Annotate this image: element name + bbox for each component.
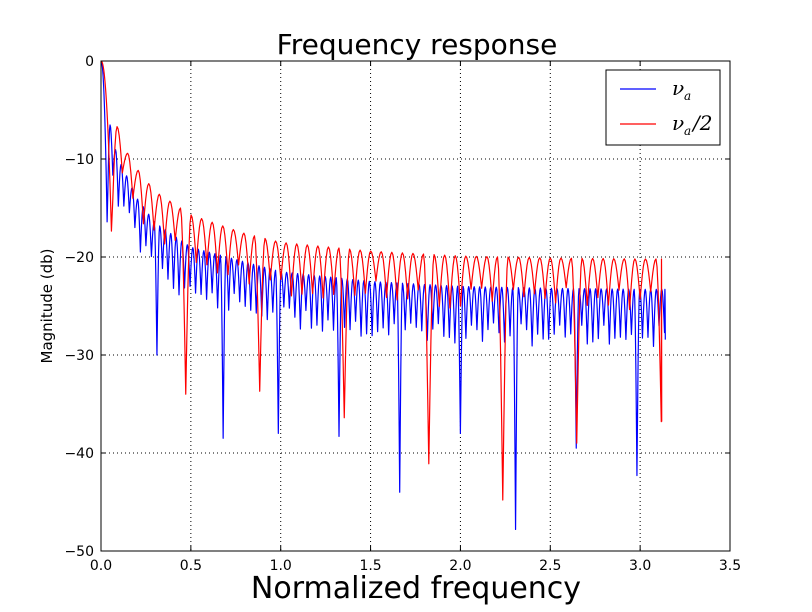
y-tick-label: −10 xyxy=(64,152,94,168)
y-tick-label: 0 xyxy=(85,54,94,70)
x-tick-label: 3.5 xyxy=(719,558,741,574)
y-tick-label: −20 xyxy=(64,250,94,266)
x-axis-label: Normalized frequency xyxy=(251,571,581,606)
x-tick-label: 0.5 xyxy=(180,558,202,574)
legend: ν aν a/2 xyxy=(605,69,721,146)
y-tick-labels: 0 −10 −20 −30 −40 −50 xyxy=(64,54,94,560)
legend-subscript-1: a xyxy=(684,124,691,138)
x-tick-label: 1.0 xyxy=(270,558,292,574)
series-group xyxy=(101,61,666,531)
x-tick-labels: 0.0 0.5 1.0 1.5 2.0 2.5 3.0 3.5 xyxy=(90,558,741,574)
legend-subscript-0: a xyxy=(684,89,691,103)
x-tick-label: 3.0 xyxy=(629,558,651,574)
legend-label-0: ν xyxy=(672,76,684,100)
legend-box xyxy=(605,69,721,146)
y-tick-label: −50 xyxy=(64,544,94,560)
y-tick-label: −40 xyxy=(64,446,94,462)
y-axis-label: Magnitude (db) xyxy=(38,249,56,364)
plot-frame xyxy=(100,60,731,552)
x-tick-label: 0.0 xyxy=(90,558,112,574)
x-tick-label: 2.0 xyxy=(449,558,471,574)
y-tick-label: −30 xyxy=(64,348,94,364)
legend-label-1: ν xyxy=(672,111,684,135)
x-tick-label: 1.5 xyxy=(359,558,381,574)
series-line-1 xyxy=(101,61,663,501)
x-tick-label: 2.5 xyxy=(539,558,561,574)
chart-title: Frequency response xyxy=(277,28,558,61)
legend-suffix-1: /2 xyxy=(691,111,712,135)
axis-ticks xyxy=(100,60,731,552)
